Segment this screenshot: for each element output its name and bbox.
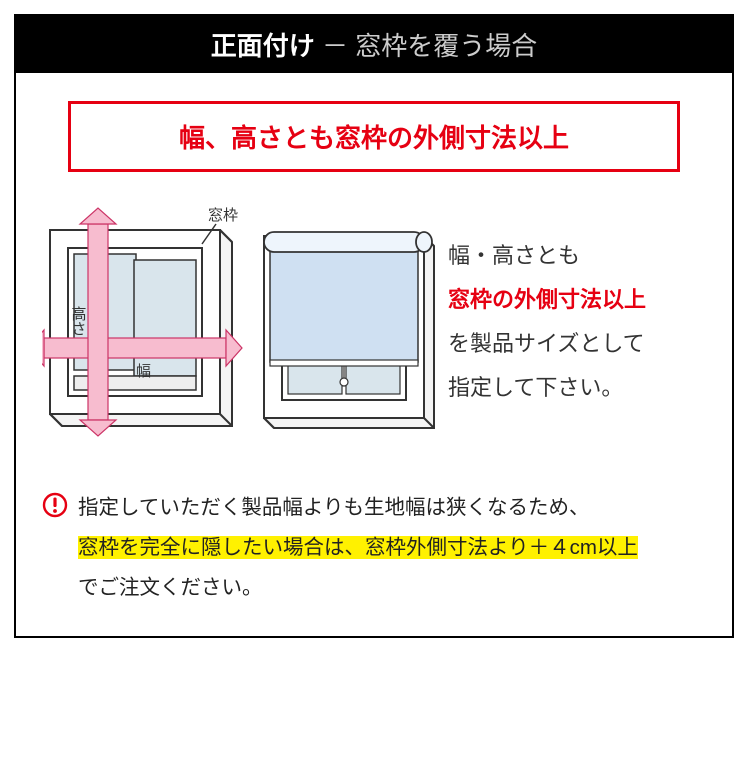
header-title-bold: 正面付け — [211, 31, 315, 61]
description-text: 幅・高さとも 窓枠の外側寸法以上 を製品サイズとして 指定して下さい。 — [442, 234, 722, 410]
note-text: 指定していただく製品幅よりも生地幅は狭くなるため、 窓枠を完全に隠したい場合は、… — [78, 488, 704, 608]
mid-row: 高さ 幅 窓枠 — [16, 196, 732, 470]
alert-icon — [42, 492, 68, 532]
diagram-svg: 高さ 幅 窓枠 — [42, 202, 442, 442]
label-frame: 窓枠 — [208, 206, 238, 224]
note-line1: 指定していただく製品幅よりも生地幅は狭くなるため、 — [78, 496, 589, 519]
label-width: 幅 — [136, 363, 151, 380]
note-block: 指定していただく製品幅よりも生地幅は狭くなるため、 窓枠を完全に隠したい場合は、… — [16, 470, 732, 636]
callout-box: 幅、高さとも窓枠の外側寸法以上 — [68, 101, 680, 172]
note-highlight: 窓枠を完全に隠したい場合は、窓枠外側寸法より＋４cm以上 — [78, 536, 638, 559]
info-card: 正面付け － 窓枠を覆う場合 幅、高さとも窓枠の外側寸法以上 — [14, 14, 734, 638]
desc-emph: 窓枠の外側寸法以上 — [448, 287, 646, 312]
diagram: 高さ 幅 窓枠 — [42, 202, 442, 442]
desc-line3: を製品サイズとして — [448, 331, 645, 356]
header-title-thin: － 窓枠を覆う場合 — [315, 31, 537, 61]
header-bar: 正面付け － 窓枠を覆う場合 — [16, 16, 732, 73]
label-height: 高さ — [70, 306, 87, 336]
desc-line1: 幅・高さとも — [448, 243, 580, 268]
note-line3: でご注文ください。 — [78, 576, 263, 599]
desc-line4: 指定して下さい。 — [448, 375, 623, 400]
